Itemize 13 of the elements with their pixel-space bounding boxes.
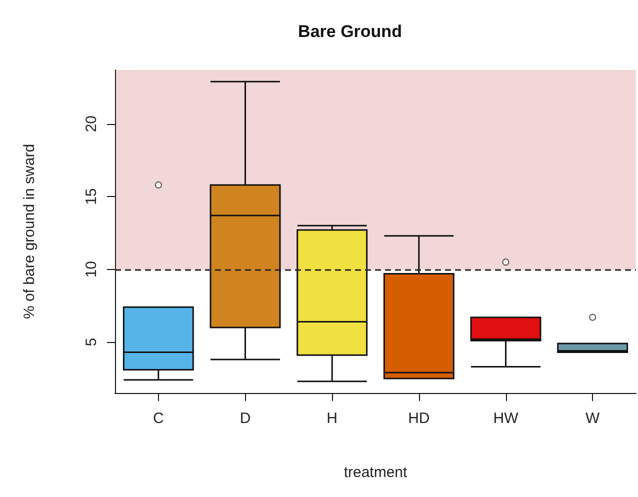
x-tick-label: HW	[493, 410, 520, 427]
x-tick-label: HD	[408, 410, 430, 427]
x-tick-label: D	[240, 410, 251, 427]
x-axis-title: treatment	[344, 464, 408, 481]
y-tick-label: 5	[83, 338, 100, 346]
y-tick-label: 15	[83, 188, 100, 205]
chart-title: Bare Ground	[298, 22, 402, 41]
x-tick-label: H	[326, 410, 338, 427]
y-axis-title: % of bare ground in sward	[21, 144, 38, 320]
y-tick-label: 20	[83, 115, 100, 132]
x-tick-label: W	[585, 410, 600, 427]
y-tick-label: 10	[83, 260, 100, 278]
x-tick-label: C	[152, 410, 164, 427]
